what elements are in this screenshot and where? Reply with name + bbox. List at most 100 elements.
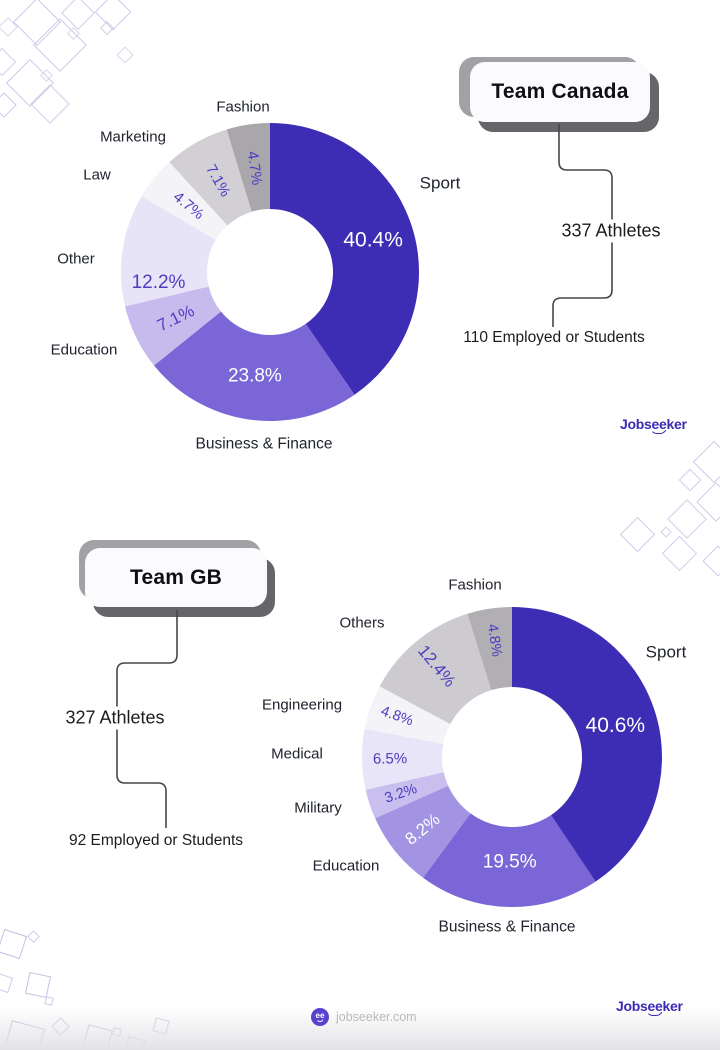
decor-diamond bbox=[661, 535, 697, 571]
category-label-business-finance: Business & Finance bbox=[439, 919, 576, 936]
donut-slice-fashion bbox=[467, 607, 512, 691]
decor-diamond bbox=[5, 58, 55, 108]
category-label-sport: Sport bbox=[420, 174, 461, 193]
logo-text-post: ker bbox=[662, 998, 683, 1014]
decor-diamond bbox=[12, 0, 62, 47]
site-url-text: jobseeker.com bbox=[336, 1010, 417, 1024]
category-label-education: Education bbox=[51, 342, 118, 359]
pct-label-business-finance: 23.8% bbox=[228, 365, 282, 386]
donut-slice-sport bbox=[512, 607, 663, 882]
decor-diamond bbox=[0, 47, 17, 77]
donut-slice-medical bbox=[362, 728, 444, 790]
logo-text-pre: Jobs bbox=[616, 998, 648, 1014]
category-label-fashion: Fashion bbox=[216, 99, 269, 116]
donut-slice-education bbox=[125, 286, 221, 366]
pct-label-education: 8.2% bbox=[401, 810, 443, 849]
logo-smile-icon bbox=[650, 427, 668, 434]
donut-slice-business-finance bbox=[423, 813, 596, 907]
decor-diamond bbox=[0, 92, 17, 118]
category-label-others: Others bbox=[339, 615, 384, 632]
gb-athletes-count: 327 Athletes bbox=[59, 706, 171, 730]
logo-text-pre: Jobs bbox=[620, 416, 652, 432]
pct-label-marketing: 7.1% bbox=[202, 162, 234, 200]
decor-diamond bbox=[0, 17, 18, 37]
donut-slice-business-finance bbox=[154, 311, 355, 421]
category-label-engineering: Engineering bbox=[262, 697, 342, 714]
pct-label-business-finance: 19.5% bbox=[483, 851, 537, 872]
logo-text-post: ker bbox=[666, 416, 687, 432]
pct-label-others: 12.4% bbox=[414, 641, 459, 690]
donut-slice-fashion bbox=[226, 123, 270, 212]
decor-diamond bbox=[667, 499, 707, 539]
decor-diamond bbox=[660, 526, 672, 538]
jobseeker-smiley-icon: ee bbox=[311, 1008, 329, 1026]
category-label-business-finance: Business & Finance bbox=[196, 436, 333, 453]
decor-diamond bbox=[696, 482, 720, 522]
decor-diamond bbox=[33, 18, 87, 72]
pct-label-sport: 40.4% bbox=[343, 228, 403, 251]
jobseeker-logo-bottom: Jobs ee ker bbox=[616, 998, 683, 1016]
donut-slice-law bbox=[141, 162, 228, 240]
category-label-marketing: Marketing bbox=[100, 129, 166, 146]
decor-diamond bbox=[99, 20, 115, 36]
logo-text-smile-ee: ee bbox=[650, 416, 668, 434]
jobseeker-logo-top: Jobs ee ker bbox=[620, 416, 687, 434]
donut-slice-other bbox=[121, 196, 216, 307]
pct-label-fashion: 4.8% bbox=[484, 623, 505, 658]
decor-diamond bbox=[30, 84, 70, 124]
category-label-sport: Sport bbox=[646, 643, 687, 662]
decor-diamond bbox=[678, 468, 702, 492]
team-canada-title: Team Canada bbox=[491, 80, 629, 103]
decor-diamond bbox=[619, 516, 655, 552]
donut-slice-sport bbox=[270, 123, 419, 395]
decor-diamond bbox=[0, 928, 28, 960]
decor-diamond bbox=[61, 0, 95, 30]
category-label-education: Education bbox=[313, 858, 380, 875]
decor-diamond bbox=[0, 972, 14, 994]
donut-slice-education bbox=[375, 785, 471, 878]
category-label-other: Other bbox=[57, 251, 95, 268]
decor-diamond bbox=[66, 26, 80, 40]
pct-label-sport: 40.6% bbox=[586, 714, 646, 737]
decor-diamond bbox=[692, 440, 720, 484]
donut-slice-engineering bbox=[364, 686, 451, 744]
bottom-gradient-band bbox=[0, 1008, 720, 1050]
decor-diamond bbox=[24, 971, 52, 999]
pct-label-engineering: 4.8% bbox=[379, 703, 416, 729]
team-canada-title-card: Team Canada bbox=[470, 62, 650, 122]
donut-slice-marketing bbox=[169, 129, 252, 226]
logo-text-smile-ee: ee bbox=[646, 998, 664, 1016]
logo-smile-icon bbox=[646, 1009, 664, 1016]
category-label-law: Law bbox=[83, 167, 111, 184]
donut-slice-others bbox=[379, 613, 492, 725]
team-gb-title: Team GB bbox=[129, 565, 223, 589]
pct-label-fashion: 4.7% bbox=[244, 150, 266, 186]
category-label-military: Military bbox=[294, 800, 342, 817]
decor-diamond bbox=[94, 0, 132, 31]
category-label-fashion: Fashion bbox=[448, 577, 501, 594]
pct-label-law: 4.7% bbox=[170, 188, 207, 223]
canada-employed-count: 110 Employed or Students bbox=[457, 328, 651, 348]
smiley-mouth-icon bbox=[316, 1018, 324, 1022]
pct-label-education: 7.1% bbox=[154, 301, 197, 335]
decor-diamond bbox=[39, 68, 53, 82]
decor-diamond bbox=[26, 929, 40, 943]
canada-athletes-count: 337 Athletes bbox=[555, 219, 667, 243]
pct-label-medical: 6.5% bbox=[373, 750, 407, 768]
donut-slice-military bbox=[365, 772, 449, 819]
jobseeker-site-badge: ee jobseeker.com bbox=[311, 1008, 417, 1026]
decor-diamond bbox=[702, 545, 720, 577]
gb-employed-count: 92 Employed or Students bbox=[62, 831, 250, 851]
pct-label-military: 3.2% bbox=[383, 781, 420, 807]
pct-label-other: 12.2% bbox=[132, 272, 186, 293]
team-gb-title-card: Team GB bbox=[85, 548, 267, 607]
category-label-medical: Medical bbox=[271, 746, 323, 763]
decor-diamond bbox=[116, 46, 134, 64]
decor-diamond bbox=[44, 996, 54, 1006]
